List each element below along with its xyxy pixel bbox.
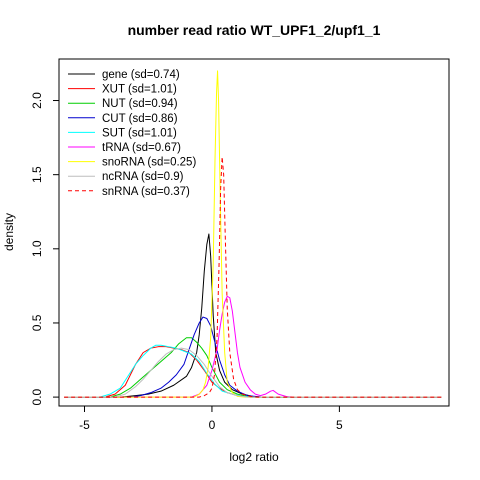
legend-label: SUT (sd=1.01) (102, 127, 177, 139)
series-line (64, 70, 442, 398)
series-line (64, 347, 442, 398)
series-line (64, 295, 442, 398)
x-tick-label: -5 (79, 418, 90, 432)
series-layer (64, 70, 442, 398)
y-axis-label: density (2, 213, 16, 251)
x-tick-label: 5 (336, 418, 343, 432)
y-tick-label: 1.0 (30, 240, 44, 257)
legend-label: NUT (sd=0.94) (102, 98, 178, 110)
legend-label: tRNA (sd=0.67) (102, 142, 181, 154)
legend-label: XUT (sd=1.01) (102, 84, 177, 96)
series-line (64, 337, 442, 398)
legend-label: gene (sd=0.74) (102, 69, 180, 81)
y-tick-label: 1.5 (30, 166, 44, 183)
series-line (64, 156, 442, 398)
y-tick-label: 2.0 (30, 92, 44, 109)
legend-label: CUT (sd=0.86) (102, 113, 178, 125)
chart-title: number read ratio WT_UPF1_2/upf1_1 (128, 22, 381, 38)
y-tick-label: 0.5 (30, 314, 44, 331)
y-tick-label: 0.0 (30, 388, 44, 405)
legend-label: snRNA (sd=0.37) (102, 186, 190, 198)
x-tick-label: 0 (209, 418, 216, 432)
y-axis: 0.0 0.5 1.0 1.5 2.0 (30, 92, 60, 405)
x-axis: -5 0 5 (79, 405, 343, 432)
series-line (64, 233, 442, 398)
series-line (64, 316, 442, 398)
legend-label: ncRNA (sd=0.9) (102, 171, 184, 183)
legend: gene (sd=0.74) XUT (sd=1.01) NUT (sd=0.94)… (68, 69, 196, 198)
legend-label: snoRNA (sd=0.25) (102, 157, 196, 169)
x-axis-label: log2 ratio (229, 450, 279, 464)
